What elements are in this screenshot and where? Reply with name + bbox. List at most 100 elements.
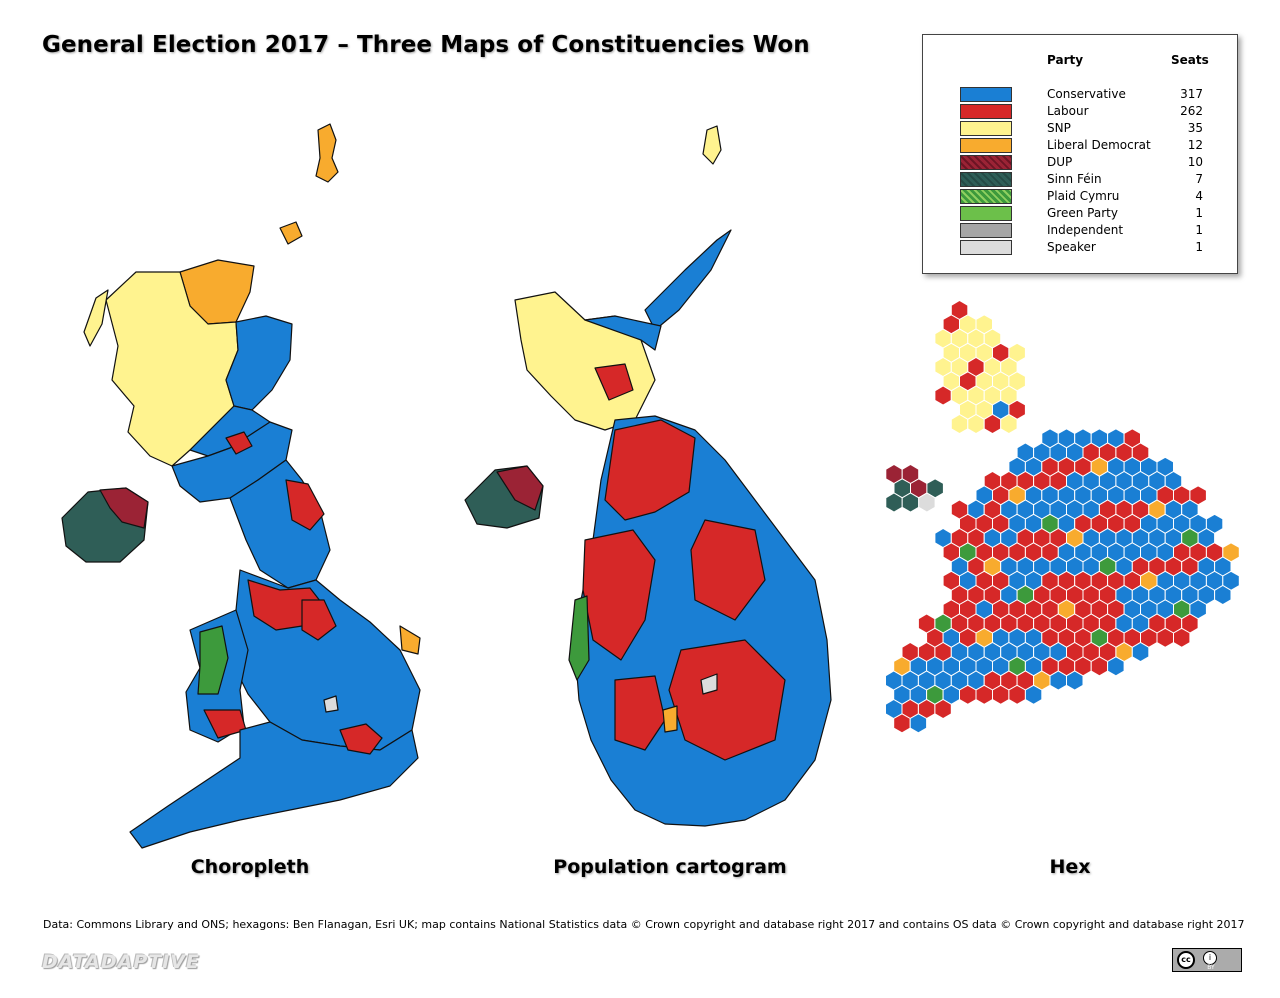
- hex-caption: Hex: [1049, 856, 1091, 878]
- legend-seat-count: 262: [1180, 104, 1203, 118]
- legend-swatch: [960, 87, 1012, 102]
- legend-seat-count: 12: [1187, 138, 1203, 152]
- hex-cell: [1066, 670, 1084, 691]
- attribution-label: BY: [1207, 964, 1215, 971]
- legend: Party Seats Conservative 317 Labour 262 …: [922, 34, 1238, 274]
- legend-row-independent: Independent 1: [923, 222, 1237, 239]
- hex-cell: [1107, 656, 1125, 677]
- legend-party-name: Green Party: [1047, 206, 1118, 220]
- north-east-labour-region: [285, 479, 325, 531]
- cartogram-lab-east: [690, 519, 766, 621]
- cartogram-speaker: [700, 673, 718, 695]
- legend-party-name: SNP: [1047, 121, 1071, 135]
- legend-seat-count: 35: [1187, 121, 1203, 135]
- scotland-cartogram-spike: [644, 229, 732, 331]
- legend-party-name: DUP: [1047, 155, 1073, 169]
- legend-row-labour: Labour 262: [923, 103, 1237, 120]
- legend-seat-count: 4: [1195, 189, 1203, 203]
- legend-swatch: [960, 172, 1012, 187]
- legend-seat-count: 1: [1195, 240, 1203, 254]
- legend-swatch: [960, 138, 1012, 153]
- hex-cell: [983, 413, 1002, 435]
- legend-row-snp: SNP 35: [923, 120, 1237, 137]
- hex-map: [885, 299, 1240, 734]
- legend-party-name: Labour: [1047, 104, 1089, 118]
- legend-swatch: [960, 240, 1012, 255]
- scotland-cartogram: [514, 291, 656, 431]
- legend-party-name: Independent: [1047, 223, 1124, 237]
- legend-party-name: Speaker: [1047, 240, 1096, 254]
- legend-seats-header: Seats: [1171, 53, 1209, 67]
- legend-seat-count: 10: [1187, 155, 1203, 169]
- brand-logo: DATADAPTIVE: [42, 951, 200, 973]
- cc-icon: cc: [1177, 951, 1195, 969]
- hex-cell: [950, 413, 969, 435]
- hex-cell: [909, 713, 928, 734]
- legend-row-dup: DUP 10: [923, 154, 1237, 171]
- legend-row-green-party: Green Party 1: [923, 205, 1237, 222]
- legend-seat-count: 1: [1195, 223, 1203, 237]
- cartogram-caption: Population cartogram: [553, 856, 787, 878]
- legend-party-name: Conservative: [1047, 87, 1126, 101]
- hex-cell: [1024, 684, 1043, 705]
- hex-cell: [1008, 684, 1026, 705]
- wales-plaid-region: [197, 625, 229, 695]
- hex-cell: [975, 684, 993, 705]
- legend-swatch: [960, 155, 1012, 170]
- scotland-cartogram-blue: [584, 315, 662, 351]
- legend-swatch: [960, 189, 1012, 204]
- hex-cell: [992, 684, 1010, 705]
- scotland-conservative-region: [225, 315, 293, 411]
- south-england-region: [129, 721, 419, 849]
- legend-swatch: [960, 223, 1012, 238]
- legend-row-plaid-cymru: Plaid Cymru 4: [923, 188, 1237, 205]
- glasgow-labour-region: [225, 431, 253, 455]
- hex-cell-ni: [901, 492, 920, 513]
- legend-party-name: Liberal Democrat: [1047, 138, 1151, 152]
- choropleth-caption: Choropleth: [190, 856, 310, 878]
- cartogram-plaid: [568, 595, 590, 681]
- shetland-cartogram: [702, 125, 722, 165]
- cartogram-lab-midlands: [614, 675, 666, 751]
- shetland-region: [315, 123, 339, 183]
- legend-party-name: Plaid Cymru: [1047, 189, 1120, 203]
- hex-cell: [959, 684, 977, 705]
- license-badge[interactable]: cc i BY: [1172, 948, 1242, 972]
- hex-cell: [1000, 413, 1018, 435]
- hex-cell-ni: [918, 492, 936, 513]
- legend-seat-count: 7: [1195, 172, 1203, 186]
- page-title: General Election 2017 – Three Maps of Co…: [42, 32, 810, 58]
- orkney-region: [279, 221, 303, 245]
- cartogram-libdem: [662, 705, 678, 733]
- legend-row-speaker: Speaker 1: [923, 239, 1237, 256]
- legend-row-sinn-fein: Sinn Féin 7: [923, 171, 1237, 188]
- western-isles-region: [83, 289, 109, 347]
- cartogram-lab-london: [668, 639, 786, 761]
- choropleth-map: [61, 123, 421, 849]
- hex-cell: [934, 385, 952, 406]
- legend-party-name: Sinn Féin: [1047, 172, 1102, 186]
- cartogram-map: [464, 125, 832, 827]
- speaker-region: [323, 695, 339, 713]
- legend-swatch: [960, 104, 1012, 119]
- legend-party-header: Party: [1047, 53, 1084, 67]
- dup-region: [99, 487, 149, 529]
- source-note: Data: Commons Library and ONS; hexagons:…: [43, 918, 1245, 931]
- hex-cell: [1173, 627, 1191, 648]
- hex-cell: [1214, 584, 1232, 606]
- attribution-icon: i: [1203, 951, 1217, 965]
- hex-cell: [934, 698, 952, 720]
- hex-cell: [1156, 627, 1174, 648]
- legend-seat-count: 317: [1180, 87, 1203, 101]
- legend-row-conservative: Conservative 317: [923, 86, 1237, 103]
- hex-cell: [967, 413, 985, 435]
- yorkshire-labour-region: [301, 599, 337, 641]
- hex-cell: [1049, 670, 1067, 691]
- hex-cell: [1131, 641, 1150, 663]
- legend-swatch: [960, 121, 1012, 136]
- hex-cell: [893, 713, 911, 734]
- legend-row-liberal-democrat: Liberal Democrat 12: [923, 137, 1237, 154]
- hex-cell: [1090, 656, 1109, 677]
- ni-cartogram-dup: [496, 465, 544, 511]
- hex-cell-ni: [885, 492, 903, 513]
